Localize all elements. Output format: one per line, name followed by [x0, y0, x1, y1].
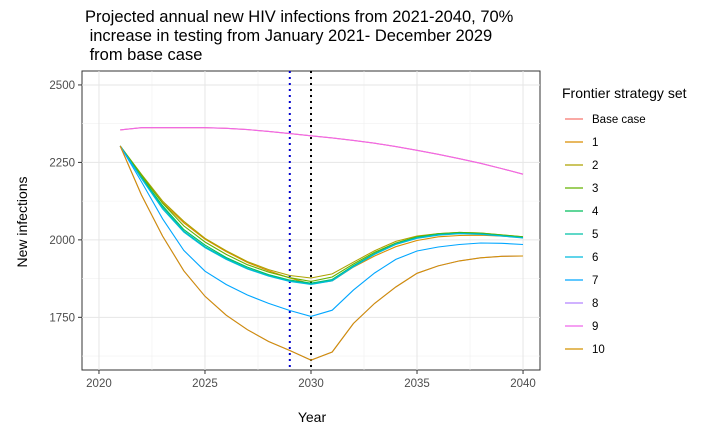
series-line-9 [120, 127, 524, 175]
series-line-10 [119, 145, 524, 361]
y-tick-label: 2500 [49, 80, 75, 92]
x-tick-label: 2020 [86, 378, 112, 390]
x-tick-label: 2035 [404, 378, 430, 390]
series-line-3 [119, 145, 524, 282]
series-line-7 [119, 145, 524, 317]
legend: Frontier strategy set Base case 1 2 3 4 5 6 7 8 9… [562, 85, 687, 356]
legend-items: Base case 1 2 3 4 5 6 7 8 9 10 [565, 114, 646, 356]
reference-lines [288, 71, 312, 370]
chart-title-line-1: Projected annual new HIV infections from… [85, 8, 514, 26]
y-axis-label: New infections [14, 176, 30, 267]
legend-label-3: 3 [592, 183, 598, 195]
legend-label-5: 5 [592, 229, 598, 241]
y-tick-label: 2250 [49, 157, 75, 169]
legend-label-base-case: Base case [592, 114, 646, 126]
legend-label-9: 9 [592, 321, 598, 333]
legend-label-6: 6 [592, 252, 598, 264]
series-lines [119, 127, 524, 361]
x-tick-label: 2025 [192, 378, 218, 390]
legend-label-10: 10 [592, 344, 605, 356]
axes: 2020 2025 2030 2035 2040 1750 2000 2250 2500 [49, 80, 535, 390]
legend-title: Frontier strategy set [562, 85, 687, 101]
legend-label-2: 2 [592, 160, 598, 172]
x-tick-label: 2040 [510, 378, 536, 390]
chart-title-line-3: from base case [85, 46, 203, 64]
legend-label-7: 7 [592, 275, 598, 287]
chart-title-line-2: increase in testing from January 2021- D… [85, 27, 493, 45]
y-tick-label: 2000 [49, 235, 75, 247]
legend-label-4: 4 [592, 206, 599, 218]
legend-label-1: 1 [592, 137, 598, 149]
x-tick-label: 2030 [298, 378, 324, 390]
y-tick-label: 1750 [49, 312, 75, 324]
series-line-6 [119, 145, 524, 286]
legend-label-8: 8 [592, 298, 598, 310]
x-axis-label: Year [298, 409, 327, 425]
